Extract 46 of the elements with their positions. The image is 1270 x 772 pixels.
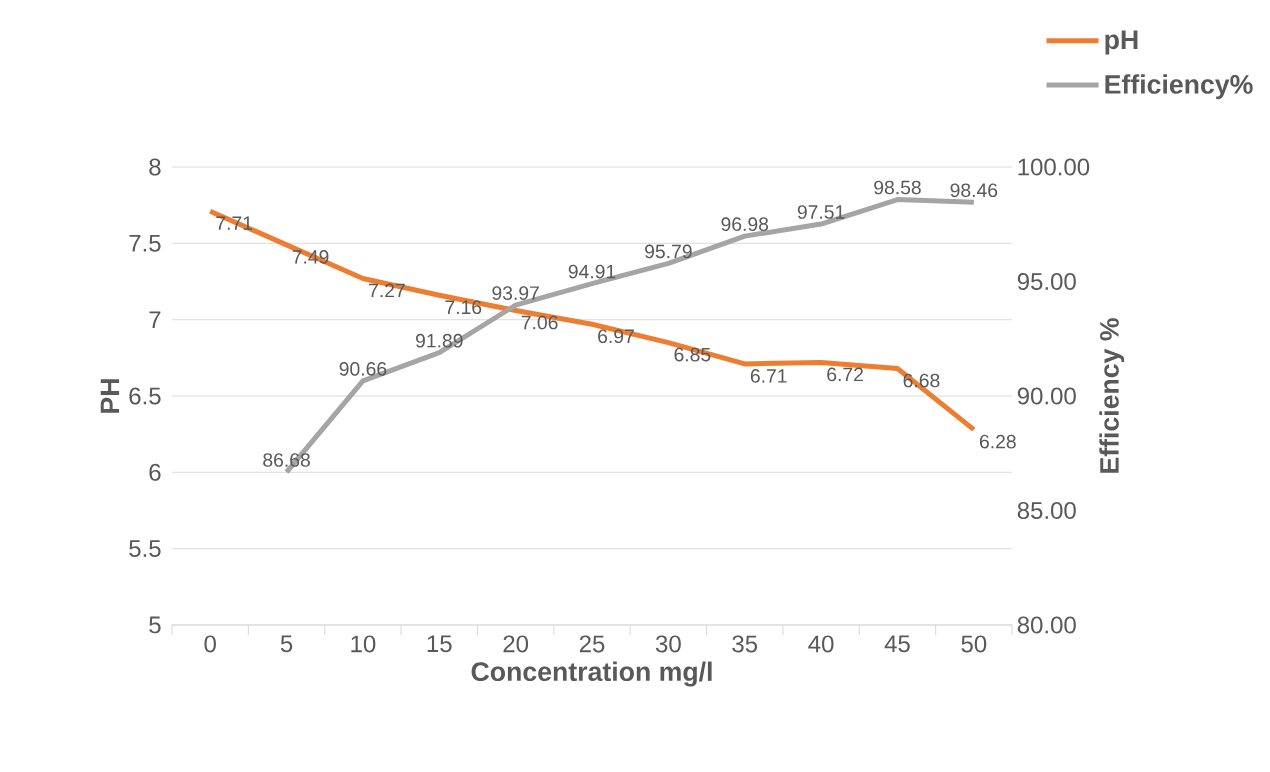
x-tick-label: 10 bbox=[351, 635, 376, 653]
data-label: 6.71 bbox=[750, 369, 787, 383]
y2-tick-label: 80.00 bbox=[1017, 616, 1076, 634]
data-label: 98.58 bbox=[874, 180, 921, 195]
data-label: 86.68 bbox=[263, 453, 310, 467]
data-label: 6.28 bbox=[979, 434, 1016, 449]
data-label: 94.91 bbox=[568, 264, 616, 279]
data-label: 7.27 bbox=[369, 283, 405, 298]
y-axis-title: PH bbox=[100, 379, 120, 413]
x-tick-label: 15 bbox=[427, 635, 452, 653]
data-label: 6.97 bbox=[598, 329, 634, 344]
y2-tick-label: 85.00 bbox=[1017, 501, 1076, 519]
x-tick-label: 5 bbox=[280, 635, 293, 653]
y2-axis-title: Efficiency % bbox=[1099, 318, 1125, 473]
x-tick-label: 35 bbox=[732, 635, 758, 653]
x-tick-label: 45 bbox=[884, 635, 910, 653]
x-tick-label: 30 bbox=[655, 635, 681, 653]
data-label: 91.89 bbox=[415, 333, 463, 348]
y-tick-label: 7.5 bbox=[129, 234, 161, 252]
y-tick-label: 5 bbox=[149, 616, 161, 634]
y-tick-label: 8 bbox=[149, 158, 161, 176]
data-label: 7.16 bbox=[445, 300, 482, 315]
y2-tick-label: 90.00 bbox=[1017, 387, 1076, 405]
data-label: 7.06 bbox=[521, 315, 558, 330]
data-label: 96.98 bbox=[721, 217, 769, 231]
x-tick-label: 50 bbox=[961, 635, 987, 653]
x-tick-label: 0 bbox=[204, 635, 216, 653]
legend-label: Efficiency% bbox=[1105, 74, 1253, 100]
x-tick-label: 40 bbox=[808, 635, 834, 653]
y-tick-label: 5.5 bbox=[129, 540, 161, 558]
y-tick-label: 6 bbox=[149, 463, 161, 481]
x-axis-title: Concentration mg/l bbox=[471, 661, 712, 687]
x-tick-label: 20 bbox=[503, 635, 529, 653]
data-label: 95.79 bbox=[645, 244, 692, 259]
data-label: 97.51 bbox=[797, 205, 845, 219]
data-label: 93.97 bbox=[492, 286, 539, 300]
y2-tick-label: 95.00 bbox=[1017, 272, 1076, 290]
y-tick-label: 6.5 bbox=[129, 387, 161, 405]
y-tick-label: 7 bbox=[149, 311, 161, 328]
data-label: 6.72 bbox=[827, 367, 863, 382]
legend-label: pH bbox=[1105, 30, 1138, 55]
data-label: 98.46 bbox=[950, 183, 998, 198]
data-label: 6.85 bbox=[674, 347, 711, 362]
y2-tick-label: 100.00 bbox=[1018, 158, 1090, 176]
x-tick-label: 25 bbox=[579, 635, 605, 653]
data-label: 90.66 bbox=[339, 362, 387, 376]
